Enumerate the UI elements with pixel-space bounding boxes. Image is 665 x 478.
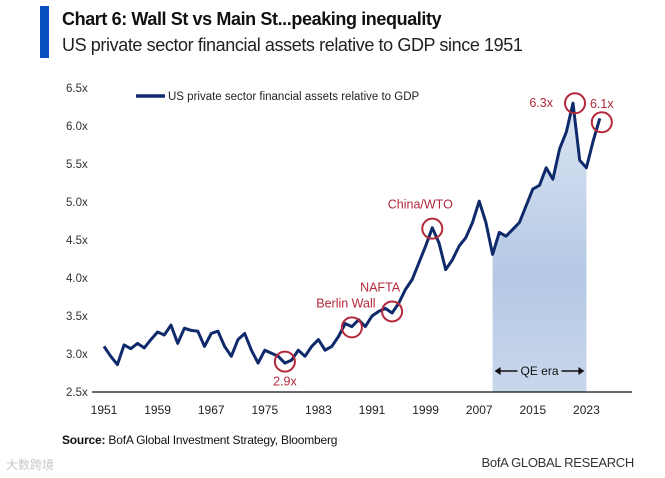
y-tick-label: 6.0x — [66, 121, 88, 133]
y-tick-label: 5.5x — [66, 159, 88, 171]
annotation-label: 6.3x — [529, 96, 553, 110]
annotation-circle — [564, 92, 587, 115]
y-tick-label: 2.5x — [66, 387, 88, 399]
annotation-label: China/WTO — [388, 198, 453, 212]
x-tick-label: 1959 — [144, 403, 171, 417]
y-tick-label: 3.5x — [66, 311, 88, 323]
title-accent-bar — [40, 6, 49, 58]
source-note: Source: BofA Global Investment Strategy,… — [62, 433, 337, 447]
x-tick-label: 1991 — [359, 403, 386, 417]
source-text: BofA Global Investment Strategy, Bloombe… — [105, 433, 338, 447]
x-tick-label: 1975 — [251, 403, 278, 417]
annotation-circle — [590, 111, 613, 134]
annotation-label: 2.9x — [273, 375, 297, 389]
qe-era-shaded-area — [492, 103, 587, 392]
arrow-left-icon — [494, 367, 501, 375]
y-tick-label: 6.5x — [66, 83, 88, 95]
y-tick-label: 4.5x — [66, 235, 88, 247]
brand-label: BofA GLOBAL RESEARCH — [481, 455, 635, 470]
qe-era-label: QE era — [520, 364, 558, 378]
y-tick-label: 4.0x — [66, 273, 88, 285]
annotation-label: Berlin Wall — [316, 296, 375, 310]
source-label: Source: — [62, 433, 106, 447]
chart-title: Chart 6: Wall St vs Main St...peaking in… — [62, 9, 442, 29]
x-tick-label: 1999 — [412, 403, 439, 417]
annotation-label: 6.1x — [590, 97, 614, 111]
x-tick-label: 1983 — [305, 403, 332, 417]
y-tick-label: 5.0x — [66, 197, 88, 209]
annotation-circle — [273, 350, 296, 373]
x-tick-label: 1951 — [91, 403, 118, 417]
chart-subtitle: US private sector financial assets relat… — [62, 35, 523, 55]
x-tick-label: 1967 — [198, 403, 225, 417]
legend-label: US private sector financial assets relat… — [168, 91, 420, 103]
annotation-circle — [340, 316, 363, 339]
watermark: 大数跨境 — [6, 458, 55, 472]
annotation-circle — [421, 217, 444, 240]
x-tick-label: 2023 — [573, 403, 600, 417]
annotation-circle — [381, 300, 404, 323]
arrow-right-icon — [578, 367, 585, 375]
y-tick-label: 3.0x — [66, 349, 88, 361]
x-tick-label: 2015 — [519, 403, 546, 417]
annotation-label: NAFTA — [360, 280, 401, 294]
x-tick-label: 2007 — [466, 403, 493, 417]
